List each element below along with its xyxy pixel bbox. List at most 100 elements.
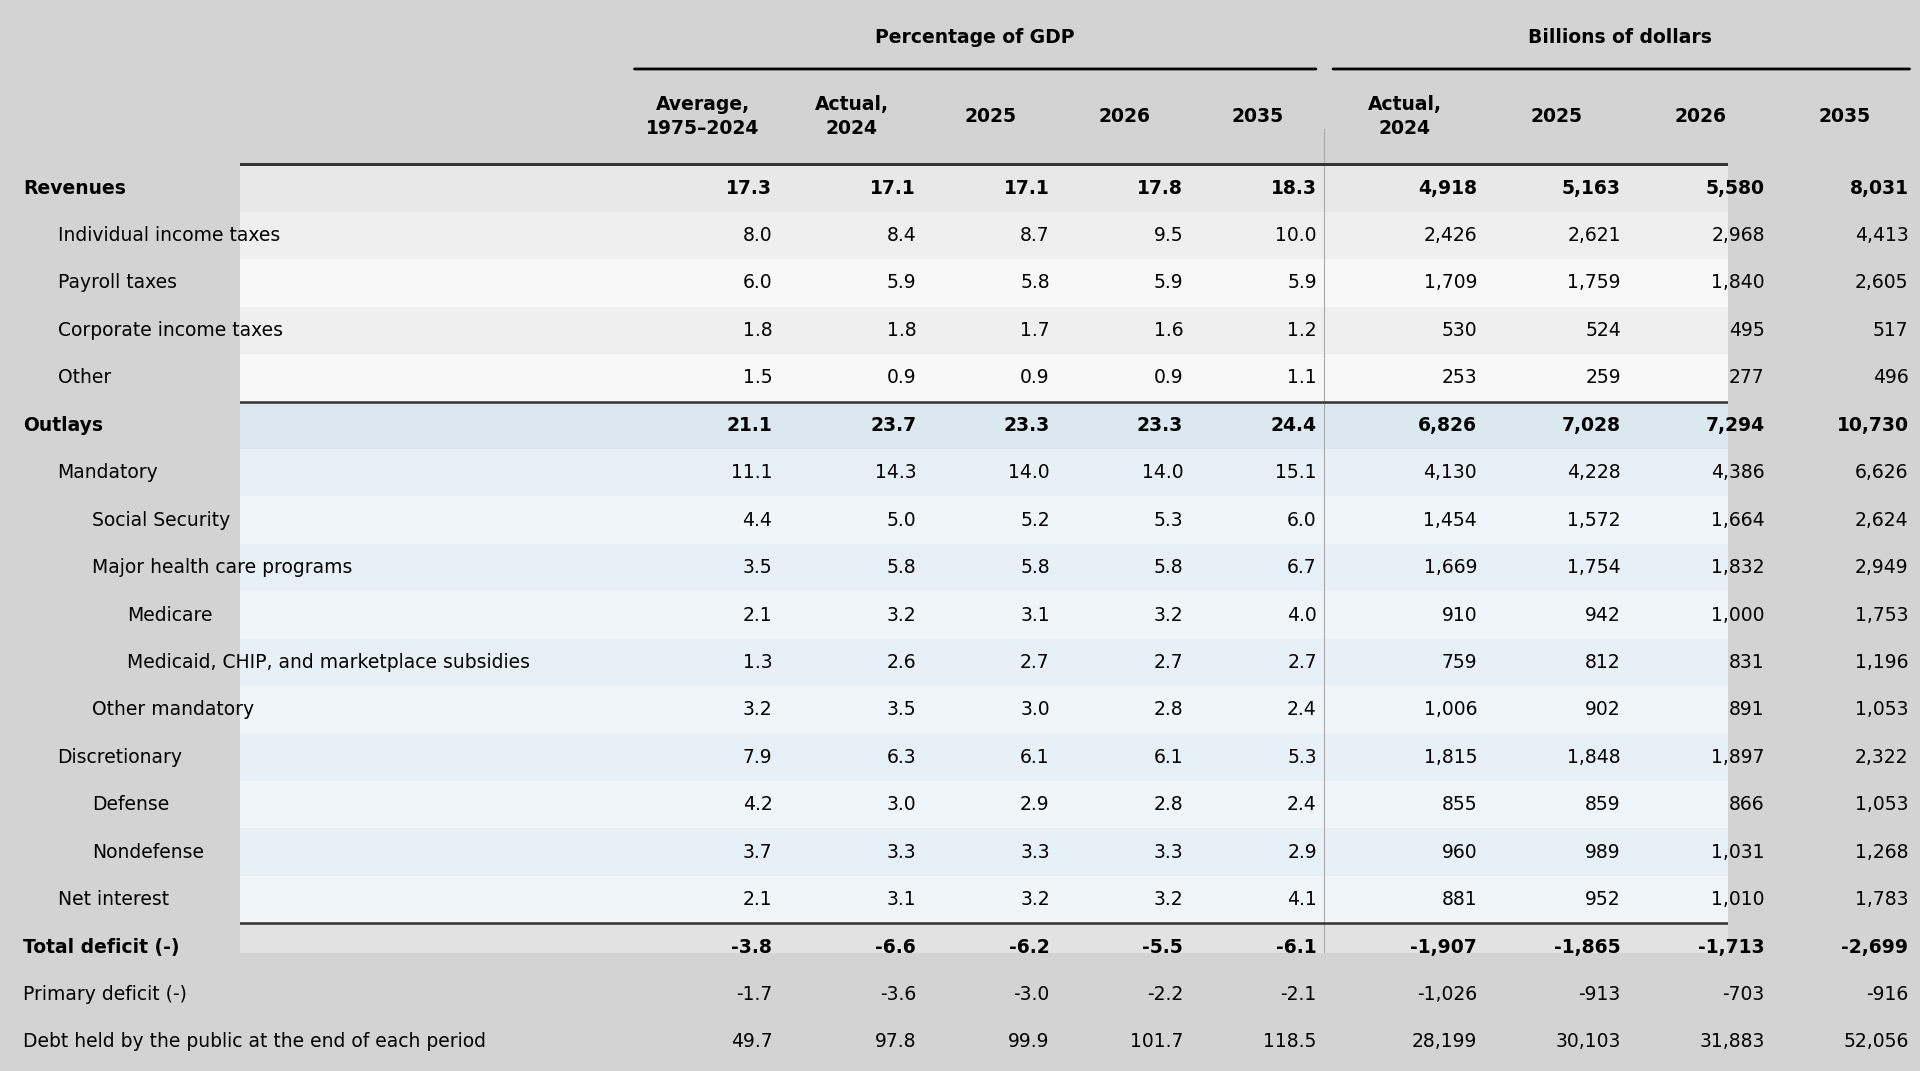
Text: 2,605: 2,605	[1855, 273, 1908, 292]
Text: 0.9: 0.9	[1020, 368, 1050, 388]
Bar	[10, 923, 1916, 970]
Text: 910: 910	[1442, 605, 1476, 624]
Text: 2,426: 2,426	[1423, 226, 1476, 245]
Text: -3.6: -3.6	[879, 985, 916, 1004]
Text: 1.3: 1.3	[743, 653, 772, 672]
Text: 8.0: 8.0	[743, 226, 772, 245]
Text: 2026: 2026	[1674, 107, 1726, 126]
Text: 4,228: 4,228	[1567, 464, 1620, 482]
Text: 1,783: 1,783	[1855, 890, 1908, 909]
Text: 6,826: 6,826	[1419, 416, 1476, 435]
Text: 5.2: 5.2	[1020, 511, 1050, 530]
Text: 14.3: 14.3	[874, 464, 916, 482]
Text: Other mandatory: Other mandatory	[92, 700, 253, 720]
Bar	[10, 497, 1916, 544]
Text: 5.3: 5.3	[1286, 748, 1317, 767]
Text: Corporate income taxes: Corporate income taxes	[58, 321, 282, 340]
Text: 1.8: 1.8	[887, 321, 916, 340]
Bar	[10, 781, 1916, 829]
Text: Actual,
2024: Actual, 2024	[814, 95, 889, 138]
Text: 902: 902	[1586, 700, 1620, 720]
Text: Individual income taxes: Individual income taxes	[58, 226, 280, 245]
Text: 101.7: 101.7	[1129, 1032, 1183, 1052]
Text: 6.3: 6.3	[887, 748, 916, 767]
Text: 4.2: 4.2	[743, 796, 772, 814]
Text: -1,865: -1,865	[1553, 937, 1620, 956]
Text: 3.2: 3.2	[743, 700, 772, 720]
Text: 1,031: 1,031	[1711, 843, 1764, 862]
Text: 496: 496	[1872, 368, 1908, 388]
Text: 49.7: 49.7	[732, 1032, 772, 1052]
Text: 1,454: 1,454	[1423, 511, 1476, 530]
Text: Percentage of GDP: Percentage of GDP	[876, 28, 1075, 47]
Text: 3.5: 3.5	[743, 558, 772, 577]
Bar	[10, 734, 1916, 781]
Text: 17.1: 17.1	[870, 179, 916, 198]
Text: 6.1: 6.1	[1154, 748, 1183, 767]
Text: 831: 831	[1730, 653, 1764, 672]
Text: 9.5: 9.5	[1154, 226, 1183, 245]
Text: 28,199: 28,199	[1411, 1032, 1476, 1052]
Text: 1,010: 1,010	[1711, 890, 1764, 909]
Text: 3.1: 3.1	[887, 890, 916, 909]
Text: 6.7: 6.7	[1286, 558, 1317, 577]
Text: -703: -703	[1722, 985, 1764, 1004]
Text: 1,006: 1,006	[1423, 700, 1476, 720]
Text: 812: 812	[1586, 653, 1620, 672]
Text: 15.1: 15.1	[1275, 464, 1317, 482]
Text: 530: 530	[1442, 321, 1476, 340]
Text: 952: 952	[1586, 890, 1620, 909]
Text: 1.2: 1.2	[1286, 321, 1317, 340]
Text: 1,196: 1,196	[1855, 653, 1908, 672]
Text: -2,699: -2,699	[1841, 937, 1908, 956]
Bar	[10, 259, 1916, 306]
Text: 3.3: 3.3	[1154, 843, 1183, 862]
Text: 17.8: 17.8	[1137, 179, 1183, 198]
Text: Billions of dollars: Billions of dollars	[1528, 28, 1713, 47]
Bar	[10, 306, 1916, 355]
Text: 6.1: 6.1	[1020, 748, 1050, 767]
Text: 5.9: 5.9	[1154, 273, 1183, 292]
Text: -1,713: -1,713	[1697, 937, 1764, 956]
Text: Medicare: Medicare	[127, 605, 213, 624]
Text: Medicaid, CHIP, and marketplace subsidies: Medicaid, CHIP, and marketplace subsidie…	[127, 653, 530, 672]
Text: 23.3: 23.3	[1137, 416, 1183, 435]
Text: 2.7: 2.7	[1154, 653, 1183, 672]
Text: 891: 891	[1730, 700, 1764, 720]
Text: Revenues: Revenues	[23, 179, 127, 198]
Text: 1,754: 1,754	[1567, 558, 1620, 577]
Bar	[10, 5, 1916, 69]
Text: 23.3: 23.3	[1004, 416, 1050, 435]
Text: 5.9: 5.9	[887, 273, 916, 292]
Text: Payroll taxes: Payroll taxes	[58, 273, 177, 292]
Text: 2026: 2026	[1098, 107, 1150, 126]
Text: 1,053: 1,053	[1855, 700, 1908, 720]
Text: 3.2: 3.2	[887, 605, 916, 624]
Text: 8.4: 8.4	[887, 226, 916, 245]
Text: 3.5: 3.5	[887, 700, 916, 720]
Bar	[10, 212, 1916, 259]
Text: 495: 495	[1728, 321, 1764, 340]
Text: 989: 989	[1586, 843, 1620, 862]
Text: 7.9: 7.9	[743, 748, 772, 767]
Text: Other: Other	[58, 368, 111, 388]
Text: 5.8: 5.8	[887, 558, 916, 577]
Text: 5.8: 5.8	[1020, 273, 1050, 292]
Bar	[10, 829, 1916, 876]
Text: 5.8: 5.8	[1020, 558, 1050, 577]
Text: 3.0: 3.0	[1020, 700, 1050, 720]
Text: 14.0: 14.0	[1142, 464, 1183, 482]
Text: 4.0: 4.0	[1286, 605, 1317, 624]
Text: Debt held by the public at the end of each period: Debt held by the public at the end of ea…	[23, 1032, 486, 1052]
Text: 0.9: 0.9	[887, 368, 916, 388]
Text: 7,028: 7,028	[1561, 416, 1620, 435]
Text: 3.3: 3.3	[1020, 843, 1050, 862]
Text: 5.9: 5.9	[1286, 273, 1317, 292]
Text: -916: -916	[1866, 985, 1908, 1004]
Text: 2.9: 2.9	[1286, 843, 1317, 862]
Text: 2.4: 2.4	[1286, 796, 1317, 814]
Text: 14.0: 14.0	[1008, 464, 1050, 482]
Text: -2.1: -2.1	[1281, 985, 1317, 1004]
Text: 1.6: 1.6	[1154, 321, 1183, 340]
Text: 31,883: 31,883	[1699, 1032, 1764, 1052]
